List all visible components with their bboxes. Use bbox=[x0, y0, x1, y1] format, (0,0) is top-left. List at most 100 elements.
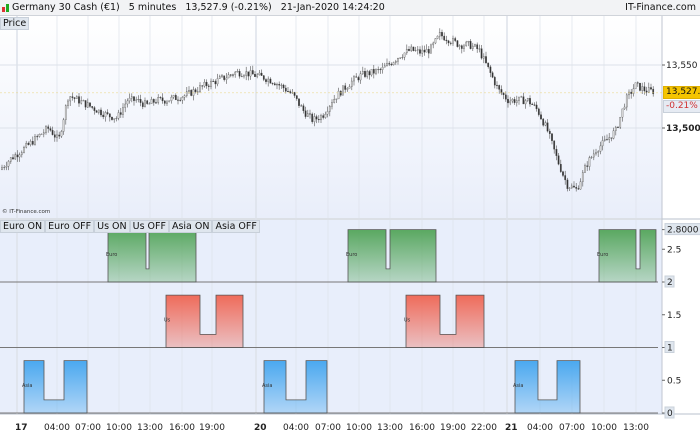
candle bbox=[438, 28, 441, 41]
candle bbox=[348, 84, 351, 89]
candle bbox=[562, 170, 564, 178]
candle bbox=[207, 83, 210, 91]
candle bbox=[643, 82, 646, 95]
brand-label[interactable]: IT-Finance.com bbox=[625, 2, 696, 13]
x-axis-tick: 13:00 bbox=[137, 423, 163, 433]
candle bbox=[71, 92, 74, 101]
session-label: Euro bbox=[106, 252, 117, 258]
candle bbox=[639, 82, 641, 92]
candle bbox=[223, 75, 226, 82]
x-axis-tick: 04:00 bbox=[283, 423, 309, 433]
candle bbox=[390, 62, 393, 67]
candle bbox=[386, 58, 388, 67]
x-axis-tick: 13:00 bbox=[377, 423, 403, 433]
candle bbox=[282, 83, 285, 92]
x-axis-tick: 20 bbox=[254, 423, 267, 433]
candle bbox=[31, 136, 34, 146]
candle bbox=[606, 134, 608, 141]
candle bbox=[447, 39, 450, 47]
session-block-asia bbox=[263, 360, 328, 414]
candle bbox=[454, 36, 457, 43]
candle bbox=[243, 74, 245, 79]
candle bbox=[364, 67, 366, 79]
candle bbox=[522, 92, 525, 105]
candle bbox=[449, 41, 452, 46]
candle bbox=[234, 70, 237, 78]
candle bbox=[614, 125, 617, 136]
candle bbox=[229, 74, 232, 78]
candle bbox=[350, 77, 353, 91]
session-label: Asia bbox=[262, 383, 272, 389]
candle bbox=[135, 96, 138, 103]
candle bbox=[359, 70, 362, 84]
candle bbox=[104, 110, 107, 122]
candle bbox=[287, 86, 289, 93]
candle bbox=[271, 82, 274, 86]
candle bbox=[14, 152, 17, 160]
candle bbox=[425, 44, 428, 53]
session-label: Euro bbox=[346, 252, 357, 258]
candle bbox=[23, 145, 25, 154]
candle bbox=[232, 73, 234, 78]
candle bbox=[75, 95, 78, 99]
candle bbox=[610, 137, 613, 142]
candle bbox=[236, 68, 239, 73]
candle bbox=[361, 66, 364, 75]
candle bbox=[45, 125, 47, 135]
candle bbox=[181, 96, 184, 104]
candle bbox=[144, 97, 146, 108]
candle bbox=[190, 89, 193, 97]
candle bbox=[595, 148, 597, 156]
candle bbox=[69, 96, 72, 106]
candle bbox=[227, 72, 230, 79]
candle bbox=[344, 82, 347, 93]
candle bbox=[370, 68, 373, 77]
candle bbox=[42, 129, 45, 138]
candle bbox=[284, 84, 287, 94]
indicator-axis-tick: 1 bbox=[667, 344, 673, 354]
x-axis-tick: 07:00 bbox=[315, 423, 341, 433]
candle bbox=[619, 116, 622, 129]
candle bbox=[443, 32, 446, 41]
candle bbox=[478, 44, 481, 53]
candle bbox=[401, 54, 404, 60]
candle bbox=[394, 59, 397, 65]
x-axis-tick: 07:00 bbox=[559, 423, 585, 433]
legend-item: Us ON bbox=[94, 220, 130, 233]
candle bbox=[12, 154, 14, 160]
candle bbox=[513, 96, 516, 105]
x-axis-tick: 22:00 bbox=[471, 423, 497, 433]
candle bbox=[256, 73, 259, 79]
candle bbox=[326, 106, 329, 118]
candle bbox=[531, 102, 534, 106]
candle bbox=[568, 187, 571, 192]
candle bbox=[641, 82, 644, 95]
candle bbox=[491, 71, 494, 79]
candle bbox=[507, 95, 509, 108]
candle bbox=[108, 113, 111, 122]
candle bbox=[540, 111, 542, 120]
candle bbox=[102, 111, 105, 120]
candle bbox=[179, 97, 182, 102]
candle bbox=[590, 155, 593, 159]
candle bbox=[159, 96, 162, 100]
price-panel[interactable] bbox=[0, 16, 662, 218]
legend-item: Asia OFF bbox=[212, 220, 260, 233]
candle bbox=[463, 43, 465, 52]
candle bbox=[238, 68, 241, 79]
candle bbox=[612, 127, 615, 140]
chart-area[interactable]: 17 04:00 07:00 10:00 13:00 16:00 19:00 20 04:00 0… bbox=[0, 16, 700, 438]
candle bbox=[58, 131, 61, 140]
candle bbox=[311, 112, 314, 124]
x-axis-tick: 16:00 bbox=[169, 423, 195, 433]
x-axis-tick: 21 bbox=[505, 423, 518, 433]
candle bbox=[529, 95, 531, 107]
candle bbox=[526, 97, 529, 103]
indicator-axis-tick: 0.5 bbox=[667, 376, 681, 386]
candle bbox=[623, 103, 626, 110]
session-block-euro bbox=[107, 229, 197, 283]
indicator-axis-tick: 0 bbox=[667, 409, 673, 419]
candle bbox=[9, 157, 12, 164]
candle bbox=[218, 74, 221, 79]
candle bbox=[185, 86, 188, 98]
